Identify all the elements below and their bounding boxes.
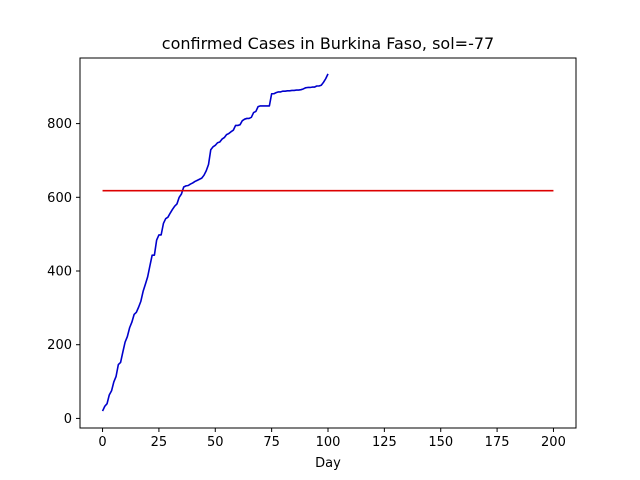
- y-tick-label: 0: [64, 412, 72, 427]
- y-tick-label: 600: [47, 191, 72, 206]
- x-tick-label: 25: [151, 435, 168, 450]
- x-tick-label: 75: [263, 435, 280, 450]
- axes-frame: [79, 57, 577, 429]
- y-tick-label: 200: [47, 338, 72, 353]
- x-axis-label: Day: [315, 456, 341, 471]
- x-axis: 0 25 50 75 100 125 150 175 200: [98, 428, 566, 450]
- x-tick-label: 150: [428, 435, 453, 450]
- x-tick-label: 125: [372, 435, 397, 450]
- y-tick-label: 800: [47, 117, 72, 132]
- chart-title: confirmed Cases in Burkina Faso, sol=-77: [162, 34, 494, 53]
- x-tick-label: 50: [207, 435, 224, 450]
- series-line-1: [101, 73, 329, 412]
- x-tick-label: 0: [98, 435, 106, 450]
- x-tick-label: 200: [541, 435, 566, 450]
- y-axis: 0 200 400 600 800: [47, 117, 80, 427]
- y-tick-label: 400: [47, 265, 72, 280]
- series-layer: [101, 73, 554, 412]
- x-tick-label: 100: [316, 435, 341, 450]
- x-tick-label: 175: [485, 435, 510, 450]
- plot-area: [79, 57, 577, 429]
